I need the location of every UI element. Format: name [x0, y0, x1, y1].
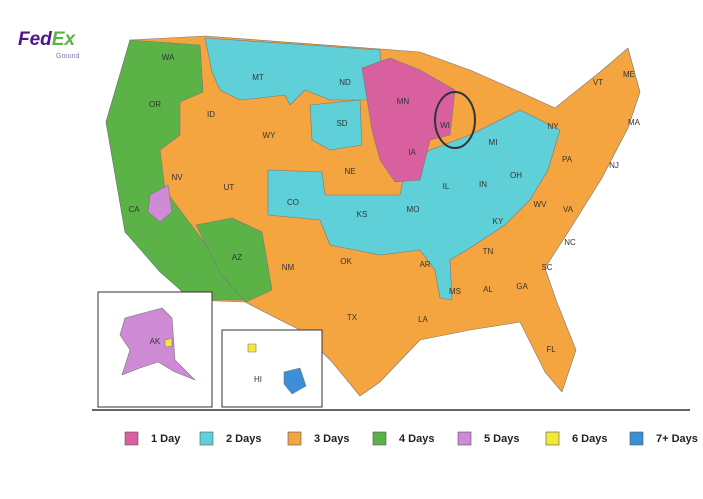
legend-swatch: [124, 431, 139, 446]
state-label: MI: [489, 138, 498, 147]
state-label: OK: [340, 257, 352, 266]
region: [361, 57, 456, 183]
state-label: IA: [408, 148, 416, 157]
state-label: NV: [171, 173, 183, 182]
state-label: KY: [493, 217, 504, 226]
legend-label: 5 Days: [484, 433, 519, 445]
state-label: AL: [483, 285, 493, 294]
state-label: AZ: [232, 253, 242, 262]
state-label: TX: [347, 313, 358, 322]
state-label: MT: [252, 73, 264, 82]
state-label: WV: [534, 200, 548, 209]
logo-sub: Ground: [56, 53, 79, 60]
state-label: ND: [339, 78, 351, 87]
region: [105, 39, 246, 301]
state-label: TN: [483, 247, 494, 256]
legend-swatch: [372, 431, 387, 446]
region: [147, 184, 173, 223]
legend-swatch: [545, 431, 560, 446]
state-label: VT: [593, 78, 603, 87]
logo: FedEx: [18, 29, 76, 50]
highlight-circle: [434, 91, 476, 149]
legend-label: 1 Day: [151, 433, 181, 445]
state-label: MS: [449, 287, 461, 296]
state-label: CO: [287, 198, 299, 207]
state-label: IL: [443, 182, 450, 191]
state-label: HI: [254, 375, 262, 384]
region: [283, 367, 307, 395]
legend-swatch: [457, 431, 472, 446]
state-label: NY: [547, 122, 559, 131]
region: [164, 337, 173, 348]
state-label: WA: [162, 53, 175, 62]
state-labels: WA OR CA NV ID MT WY UT AZ NM CO ND SD NE KS OK TX MN IA MO…: [128, 53, 640, 384]
legend: 1 Day 2 Days 3 Days 4 Days 5 Days 6 Days 7+ Da…: [124, 431, 698, 446]
state-label: ME: [623, 70, 635, 79]
state-label: NJ: [609, 161, 619, 170]
region: [204, 37, 383, 106]
inset-hawaii: [221, 329, 323, 408]
state-label: SC: [541, 263, 552, 272]
state-label: PA: [562, 155, 573, 164]
legend-swatch: [199, 431, 214, 446]
region: [247, 343, 257, 353]
logo-fed: Fed: [18, 29, 52, 50]
state-label: NC: [564, 238, 576, 247]
logo-ex: Ex: [52, 29, 77, 50]
region: [195, 217, 273, 303]
region: [309, 99, 363, 151]
legend-swatch: [629, 431, 644, 446]
state-label: IN: [479, 180, 487, 189]
state-label: MA: [628, 118, 641, 127]
state-label: MO: [407, 205, 420, 214]
state-label: SD: [336, 119, 347, 128]
state-label: UT: [224, 183, 235, 192]
state-label: OR: [149, 100, 161, 109]
legend-label: 7+ Days: [656, 433, 698, 445]
state-label: VA: [563, 205, 574, 214]
state-label: WY: [263, 131, 277, 140]
legend-label: 3 Days: [314, 433, 349, 445]
state-label: OH: [510, 171, 522, 180]
state-label: AK: [150, 337, 161, 346]
legend-label: 4 Days: [399, 433, 434, 445]
state-label: AR: [419, 260, 430, 269]
region: [119, 307, 196, 381]
legend-label: 2 Days: [226, 433, 261, 445]
state-label: NM: [282, 263, 295, 272]
state-label: MN: [397, 97, 410, 106]
state-label: LA: [418, 315, 428, 324]
state-label: FL: [546, 345, 556, 354]
legend-label: 6 Days: [572, 433, 607, 445]
state-label: GA: [516, 282, 528, 291]
state-label: NE: [344, 167, 355, 176]
state-label: KS: [357, 210, 368, 219]
state-label: WI: [440, 121, 450, 130]
state-label: ID: [207, 110, 215, 119]
state-label: CA: [128, 205, 140, 214]
legend-swatch: [287, 431, 302, 446]
